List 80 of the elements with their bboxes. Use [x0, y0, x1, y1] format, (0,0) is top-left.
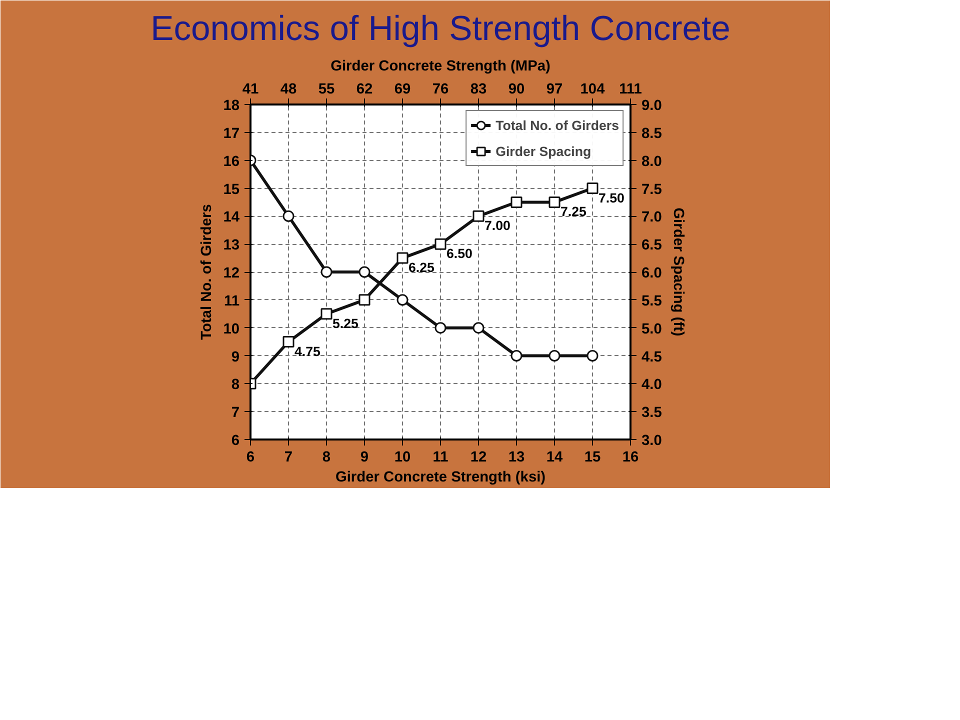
x2-tick-label: 69	[394, 82, 411, 98]
point	[320, 266, 332, 278]
point	[434, 322, 446, 334]
x-tick-label: 11	[432, 450, 448, 466]
point	[472, 322, 484, 334]
y2-tick-label: 8.0	[642, 154, 662, 170]
y-tick-label: 15	[223, 182, 240, 198]
y2-tick-label: 5.0	[642, 321, 662, 338]
x-tick-label: 14	[546, 450, 564, 466]
y-tick-label: 6	[231, 433, 240, 449]
x-tick-label: 10	[394, 450, 411, 466]
data-label: 4.75	[294, 344, 322, 359]
data-label: 6.50	[446, 246, 472, 262]
y2-tick-label: 9.0	[642, 98, 662, 114]
point	[510, 196, 522, 208]
point	[586, 350, 598, 362]
y-axis-title: Total No. of Girders	[199, 204, 216, 340]
y-tick-label: 12	[223, 266, 240, 282]
x-tick-label: 6	[246, 450, 255, 466]
point	[472, 210, 484, 222]
x-axis-title: Girder Concrete Strength (ksi)	[335, 470, 546, 486]
x-tick-label: 9	[360, 450, 369, 466]
x-tick-label: 16	[622, 450, 639, 466]
data-label: 7.25	[560, 204, 588, 220]
y-tick-label: 13	[223, 238, 240, 254]
y2-tick-label: 8.5	[642, 126, 662, 142]
y2-tick-label: 6.5	[642, 238, 662, 254]
y2-tick-label: 4.0	[642, 377, 662, 394]
y-tick-label: 14	[223, 210, 240, 226]
point	[548, 196, 560, 208]
y2-tick-label: 6.0	[642, 266, 662, 282]
y2-tick-label: 4.5	[642, 349, 662, 366]
data-label: 6.25	[408, 260, 436, 276]
y-tick-label: 8	[231, 377, 240, 394]
point	[358, 266, 370, 278]
point	[510, 350, 522, 362]
y-tick-label: 18	[223, 98, 240, 114]
point	[282, 210, 294, 222]
x2-tick-label: 62	[356, 82, 373, 98]
y2-tick-label: 5.5	[642, 293, 662, 310]
chart-title: Economics of High Strength Concrete	[150, 10, 730, 48]
x2-tick-label: 97	[546, 82, 563, 98]
x-tick-label: 13	[508, 450, 525, 466]
x-tick-label: 7	[284, 450, 293, 466]
x2-tick-label: 55	[318, 82, 335, 98]
x2-tick-label: 41	[242, 82, 259, 98]
point	[320, 308, 332, 320]
y-tick-label: 9	[231, 349, 240, 366]
x-tick-label: 12	[470, 450, 487, 466]
x2-tick-label: 104	[580, 82, 606, 98]
x2-tick-label: 76	[432, 82, 449, 98]
point	[396, 294, 408, 306]
point	[396, 252, 408, 264]
legend-label: Girder Spacing	[496, 144, 592, 158]
y2-tick-label: 7.0	[642, 210, 662, 226]
point	[358, 294, 370, 306]
y2-tick-label: 3.0	[642, 433, 662, 449]
x-tick-label: 8	[322, 450, 331, 466]
y-tick-label: 17	[223, 126, 240, 142]
x2-tick-label: 48	[280, 82, 297, 98]
y2-tick-label: 3.5	[642, 405, 662, 422]
x2-tick-label: 111	[619, 82, 642, 98]
y2-axis-title: Girder Spacing (ft)	[670, 208, 686, 336]
x2-axis-title: Girder Concrete Strength (MPa)	[330, 58, 551, 74]
data-label: 5.25	[332, 316, 360, 331]
legend-label: Total No. of Girders	[496, 118, 619, 132]
y-tick-label: 11	[224, 293, 240, 310]
y-tick-label: 16	[223, 154, 240, 170]
point	[434, 238, 446, 250]
point	[282, 336, 294, 348]
data-label: 7.50	[598, 190, 624, 206]
point	[548, 350, 560, 362]
y-tick-label: 10	[223, 321, 240, 338]
y-tick-label: 7	[231, 405, 240, 422]
x-tick-label: 15	[584, 450, 601, 466]
point	[586, 182, 598, 194]
x2-tick-label: 90	[508, 82, 525, 98]
data-label: 7.00	[484, 218, 510, 234]
x2-tick-label: 83	[470, 82, 487, 98]
y2-tick-label: 7.5	[642, 182, 662, 198]
